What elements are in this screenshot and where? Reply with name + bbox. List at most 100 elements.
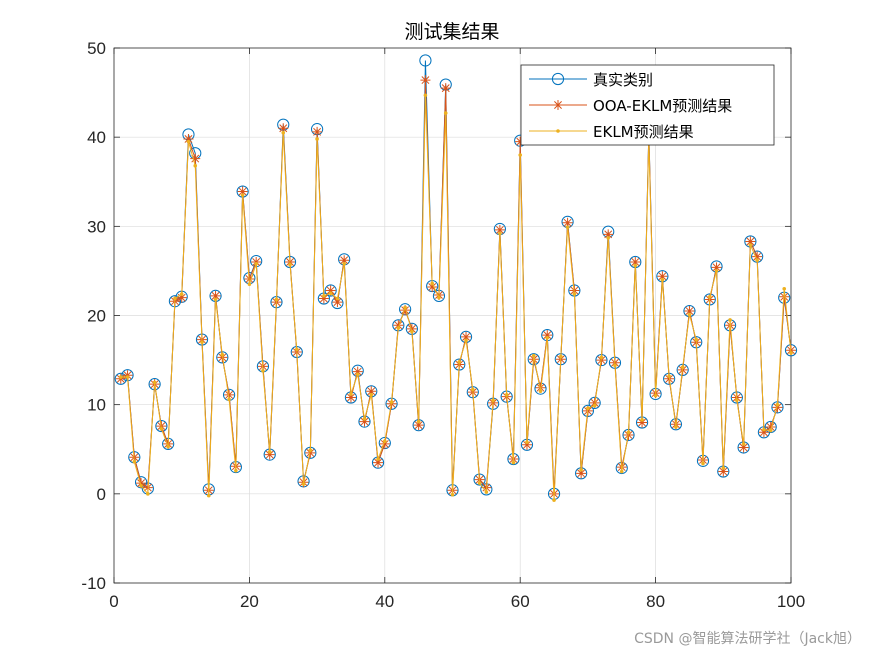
- point-marker: [328, 291, 333, 296]
- point-marker: [125, 375, 130, 379]
- point-marker: [450, 492, 455, 497]
- point-marker: [267, 450, 272, 454]
- point-marker: [613, 363, 617, 368]
- asterisk-marker: [400, 305, 411, 316]
- point-marker: [559, 354, 563, 359]
- point-marker: [556, 129, 560, 133]
- point-marker: [748, 243, 753, 247]
- point-marker: [531, 353, 536, 358]
- point-marker: [179, 292, 184, 296]
- point-marker: [261, 368, 265, 373]
- y-tick-label: 20: [87, 307, 106, 326]
- point-marker: [552, 498, 556, 502]
- point-marker: [606, 236, 611, 240]
- point-marker: [213, 297, 218, 302]
- point-marker: [349, 392, 353, 396]
- asterisk-marker: [515, 136, 526, 147]
- asterisk-marker: [711, 262, 722, 273]
- asterisk-marker: [752, 251, 763, 262]
- point-marker: [342, 261, 346, 266]
- legend-label: EKLM预测结果: [593, 123, 694, 141]
- asterisk-marker: [718, 466, 729, 477]
- point-marker: [728, 318, 732, 322]
- asterisk-marker: [379, 438, 390, 449]
- asterisk-marker: [562, 217, 573, 228]
- asterisk-marker: [494, 224, 505, 235]
- circle-marker: [114, 372, 127, 385]
- point-marker: [443, 111, 448, 115]
- point-marker: [383, 439, 387, 444]
- point-marker: [565, 225, 570, 230]
- point-marker: [599, 355, 604, 360]
- asterisk-marker: [745, 236, 756, 247]
- point-marker: [376, 457, 380, 461]
- point-marker: [714, 269, 719, 273]
- point-marker: [146, 492, 150, 496]
- asterisk-marker: [332, 297, 343, 308]
- series-line: [120, 95, 792, 501]
- point-marker: [416, 419, 421, 424]
- point-marker: [152, 380, 157, 385]
- point-marker: [789, 351, 793, 355]
- point-marker: [518, 153, 522, 157]
- asterisk-marker: [264, 449, 275, 460]
- asterisk-marker: [224, 389, 235, 400]
- point-marker: [234, 468, 238, 473]
- point-marker: [545, 335, 550, 340]
- point-marker: [281, 130, 286, 135]
- asterisk-marker: [576, 468, 587, 479]
- asterisk-marker: [772, 402, 783, 413]
- legend-entry-2: EKLM预测结果: [529, 123, 694, 141]
- asterisk-marker: [420, 75, 431, 86]
- circle-marker: [551, 72, 565, 86]
- point-marker: [403, 305, 407, 310]
- point-marker: [186, 139, 191, 144]
- point-marker: [355, 372, 360, 377]
- point-marker: [254, 261, 258, 266]
- asterisk-marker: [312, 126, 323, 137]
- asterisk-marker: [630, 257, 641, 267]
- asterisk-marker: [553, 100, 563, 110]
- point-marker: [768, 428, 773, 433]
- point-marker: [322, 294, 326, 298]
- point-marker: [667, 374, 671, 378]
- point-marker: [457, 360, 462, 364]
- point-marker: [288, 262, 292, 267]
- asterisk-marker: [542, 330, 553, 341]
- asterisk-marker: [366, 386, 377, 397]
- asterisk-marker: [305, 447, 316, 458]
- asterisk-marker: [406, 323, 417, 334]
- circle-marker: [155, 419, 168, 433]
- circle-marker: [419, 54, 432, 67]
- x-tick-label: 0: [109, 592, 118, 611]
- asterisk-marker: [373, 457, 384, 468]
- asterisk-marker: [758, 427, 769, 438]
- y-tick-label: 30: [87, 217, 106, 236]
- point-marker: [159, 426, 164, 431]
- chart-title: 测试集结果: [404, 21, 499, 43]
- point-marker: [735, 398, 739, 403]
- point-marker: [721, 466, 726, 470]
- point-marker: [491, 398, 495, 403]
- point-marker: [166, 444, 170, 449]
- point-marker: [118, 375, 123, 379]
- point-marker: [674, 425, 678, 429]
- asterisk-marker: [237, 186, 248, 197]
- point-marker: [301, 482, 306, 486]
- legend-label: 真实类别: [593, 71, 653, 89]
- point-marker: [423, 93, 428, 98]
- asterisk-marker: [210, 290, 221, 301]
- asterisk-marker: [136, 478, 147, 489]
- x-tick-label: 60: [511, 592, 530, 611]
- asterisk-marker: [427, 281, 438, 292]
- point-marker: [619, 469, 624, 474]
- point-marker: [362, 417, 367, 421]
- point-marker: [240, 193, 245, 197]
- asterisk-marker: [461, 331, 472, 342]
- point-marker: [782, 286, 787, 291]
- point-marker: [775, 402, 780, 407]
- point-marker: [274, 297, 279, 302]
- point-marker: [707, 294, 712, 299]
